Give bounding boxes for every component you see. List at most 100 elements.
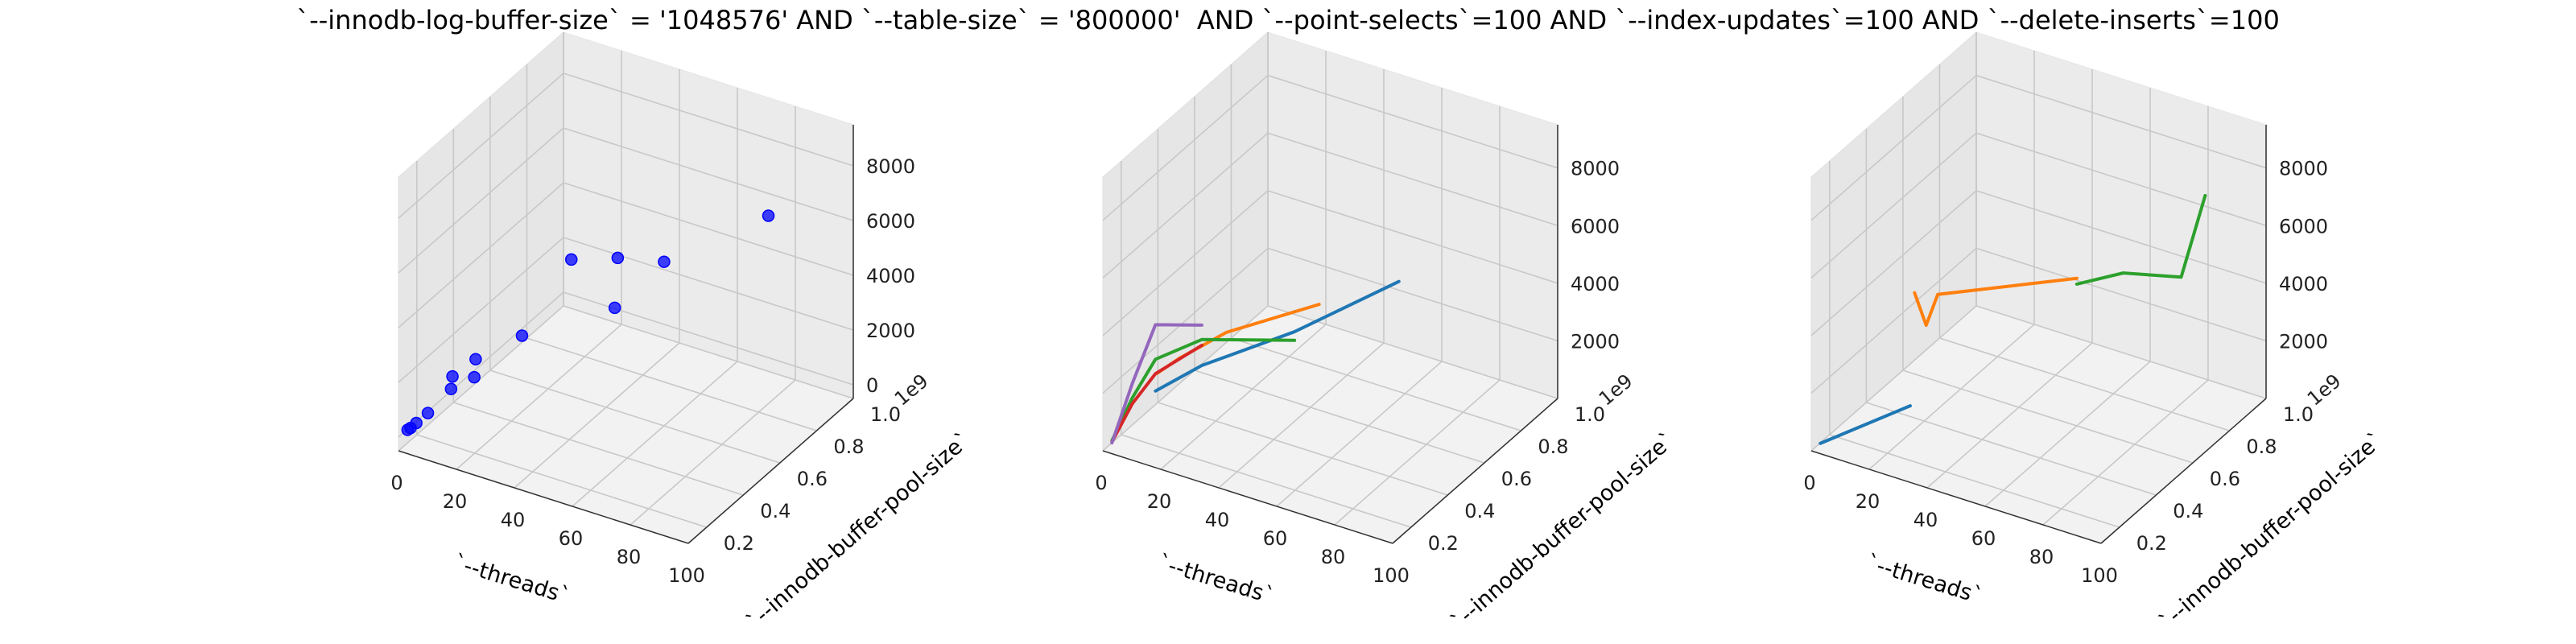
scatter-point xyxy=(410,416,423,430)
grid-line xyxy=(1102,305,1269,452)
grid-line xyxy=(563,127,854,221)
x-tick-label: 20 xyxy=(443,490,468,513)
subplot-lines-a: 0 20 40 60 80 100 0.20.4 0.6 0.8 1.0 2000 4000 6000 8… xyxy=(1095,31,1680,634)
subplot-lines-b: 0 20 40 60 80 100 0.2 0.4 0.6 0.8 1.0 2000 4000 6000 8… xyxy=(1803,31,2388,634)
grid-line xyxy=(563,305,854,399)
scatter-point xyxy=(608,301,621,315)
x-tick-label: 0 xyxy=(1095,472,1107,494)
x-tick-label: 40 xyxy=(501,509,526,531)
grid-line xyxy=(1975,74,2267,169)
grid-line xyxy=(1810,190,1977,336)
z-tick-label: 0 xyxy=(866,374,878,397)
x-axis-line xyxy=(398,450,689,544)
grid-line xyxy=(1194,369,1485,464)
grid-line xyxy=(1902,369,2194,464)
y-tick-label: 0.4 xyxy=(760,500,791,522)
grid-line xyxy=(1276,361,1443,507)
grid-line xyxy=(1975,132,2267,227)
x-tick-label: 0 xyxy=(1803,472,1815,494)
z-tick-label: 2000 xyxy=(1571,330,1620,353)
z-tick-label: 8000 xyxy=(1571,158,1620,180)
grid-line xyxy=(630,379,796,526)
scatter-point xyxy=(515,329,529,342)
grid-line xyxy=(1810,247,1977,394)
z-tick-label: 4000 xyxy=(2279,273,2328,295)
grid-line xyxy=(1926,342,2093,489)
x-tick-label: 20 xyxy=(1147,490,1172,513)
series-line-0 xyxy=(1818,404,1912,445)
x-tick-label: 100 xyxy=(2081,564,2118,587)
grid-line xyxy=(398,305,564,452)
y-tick-label: 0.4 xyxy=(1464,500,1495,522)
y-tick-label: 1.0 xyxy=(870,403,901,426)
grid-line xyxy=(1102,190,1269,336)
grid-line xyxy=(416,434,708,528)
grid-line xyxy=(456,324,622,470)
x-tick-label: 80 xyxy=(2029,546,2054,568)
scatter-point xyxy=(469,353,482,365)
grid-line xyxy=(2042,379,2209,526)
grid-line xyxy=(1810,75,1977,221)
z-tick-label: 6000 xyxy=(866,210,915,233)
grid-line xyxy=(1218,342,1385,489)
subplot-scatter: 0 20 40 60 80 100 0.2 0.4 0.60.8 1.0 0 2000 4000 6000… xyxy=(390,31,976,634)
grid-line xyxy=(1829,434,2120,528)
grid-line xyxy=(1267,247,1558,342)
grid-line xyxy=(563,72,854,167)
x-tick-label: 80 xyxy=(1321,546,1346,568)
x-tick-label: 100 xyxy=(1373,564,1410,587)
z-tick-label: 8000 xyxy=(2279,158,2328,180)
z-tick-label: 4000 xyxy=(1571,273,1620,295)
grid-line xyxy=(1121,434,1412,528)
grid-line xyxy=(1267,132,1558,227)
grid-line xyxy=(1158,402,1448,496)
series-line-3 xyxy=(1110,343,1203,444)
y-tick-label: 0.4 xyxy=(2173,500,2203,522)
grid-line xyxy=(1975,247,2267,342)
scatter-point xyxy=(444,382,458,395)
z-tick-label: 6000 xyxy=(2279,215,2328,237)
y-tick-label: 0.2 xyxy=(1428,532,1459,555)
x-tick-label: 60 xyxy=(1263,527,1288,550)
grid-line xyxy=(1102,247,1269,394)
grid-line xyxy=(563,237,854,331)
y-tick-label: 1.0 xyxy=(2283,403,2314,426)
grid-line xyxy=(1102,75,1269,221)
x-axis-label: `--threads` xyxy=(1155,551,1278,609)
grid-line xyxy=(1102,132,1269,279)
scatter-point xyxy=(564,253,578,266)
series-line-2 xyxy=(1110,337,1297,443)
grid-line xyxy=(1334,379,1501,526)
y-tick-label: 0.6 xyxy=(797,468,828,490)
y-axis-line xyxy=(687,398,854,544)
y-tick-label: 0.8 xyxy=(833,436,864,458)
x-axis-label: `--threads` xyxy=(451,551,573,609)
z-tick-label: 8000 xyxy=(866,155,915,178)
x-tick-label: 60 xyxy=(1971,527,1996,550)
series-line-4 xyxy=(1110,323,1203,445)
grid-line xyxy=(1975,305,2267,399)
grid-line xyxy=(398,237,564,383)
grid-line xyxy=(1267,74,1558,169)
y-tick-label: 0.6 xyxy=(1501,468,1532,490)
z-tick-label: 6000 xyxy=(1571,215,1620,237)
x-tick-label: 20 xyxy=(1856,490,1880,513)
series-line-2 xyxy=(2074,193,2207,286)
grid-line xyxy=(1866,402,2157,496)
scatter-point xyxy=(658,255,671,268)
y-axis-line xyxy=(2100,398,2267,544)
series-line-0 xyxy=(1154,279,1401,393)
scatter-point xyxy=(611,251,625,265)
grid-line xyxy=(1160,324,1327,470)
y-tick-label: 0.8 xyxy=(1538,436,1568,458)
grid-line xyxy=(1975,190,2267,284)
grid-line xyxy=(1231,337,1521,431)
z-tick-label: 2000 xyxy=(866,320,915,342)
y-tick-label: 0.2 xyxy=(724,532,754,555)
x-tick-label: 80 xyxy=(617,546,642,568)
x-tick-label: 0 xyxy=(390,472,402,494)
x-tick-label: 100 xyxy=(668,564,705,587)
y-tick-label: 0.8 xyxy=(2246,436,2277,458)
grid-line xyxy=(572,361,738,507)
